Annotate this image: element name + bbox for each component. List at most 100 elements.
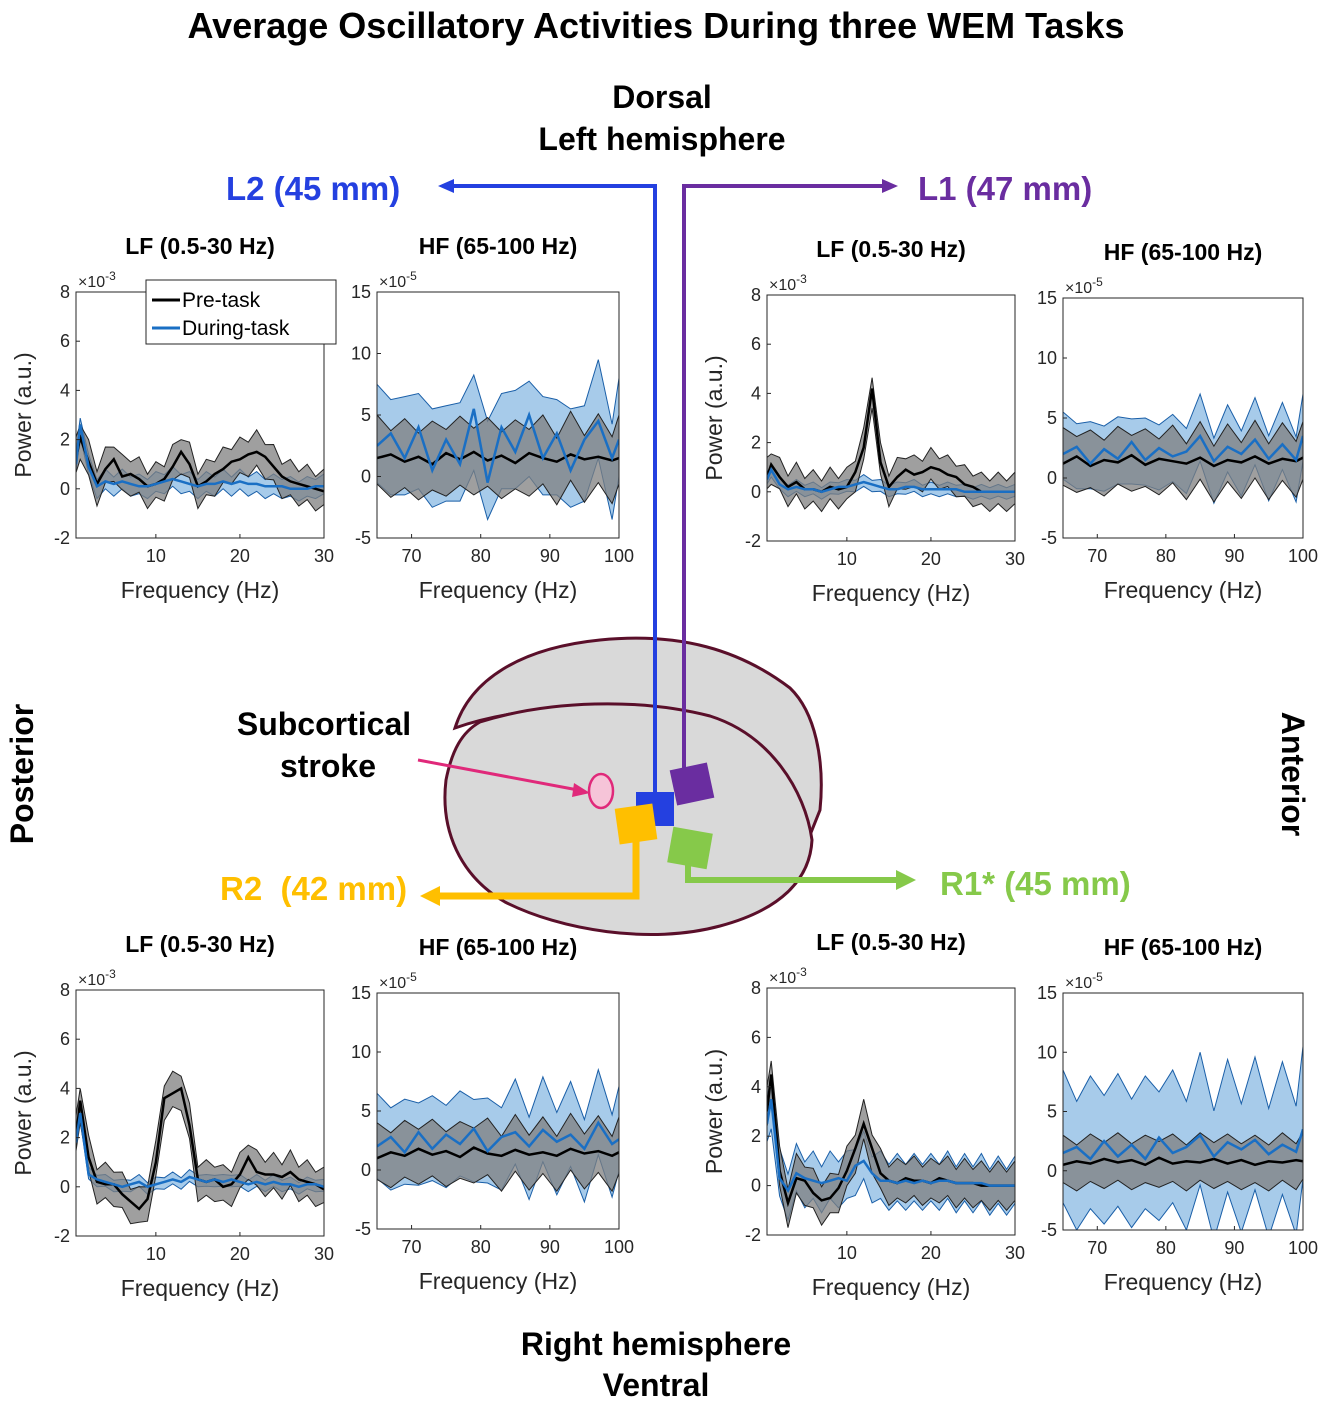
chart-R1-lf-ytick-label: 6: [751, 1027, 761, 1047]
connectors: [417, 179, 916, 906]
chart-L1-lf-band-pre: [767, 377, 1015, 513]
chart-R2-hf-band-pre: [377, 1112, 619, 1193]
chart-R1-hf-exponent-label: ×10-5: [1065, 970, 1103, 992]
label-right-hemisphere: Right hemisphere: [521, 1326, 791, 1362]
chart-L1-lf-series-group: [767, 377, 1015, 513]
chart-L2-hf-series-group: [377, 359, 619, 521]
chart-L2-lf-band-pre: [76, 423, 324, 512]
label-ventral: Ventral: [603, 1367, 710, 1403]
stroke-label-line2: stroke: [280, 748, 376, 784]
chart-L1-lf-ytick-label: 4: [751, 383, 761, 403]
chart-R2-lf-line-during: [76, 1112, 324, 1189]
chart-L1-hf-xlabel: Frequency (Hz): [1104, 577, 1262, 603]
arrowhead-L2: [438, 179, 454, 193]
chart-R2-lf-band-pre: [76, 1070, 324, 1225]
chart-L1-lf-line-during: [767, 466, 1015, 494]
arrowhead-stroke: [572, 783, 590, 797]
chart-R1-hf-series-group: [1063, 1046, 1303, 1230]
label-dorsal: Dorsal: [612, 79, 712, 115]
chart-R2-hf-ytick-label: 0: [361, 1160, 371, 1180]
chart-L1-hf-ytick-label: 15: [1037, 288, 1057, 308]
chart-L2-hf-ytick-label: -5: [355, 528, 371, 548]
chart-L2-hf-xtick-label: 70: [402, 546, 422, 566]
chart-L1-lf-ytick-label: 0: [751, 482, 761, 502]
chart-R1-hf-xlabel: Frequency (Hz): [1104, 1269, 1262, 1295]
chart-L2-lf-ytick-label: 6: [60, 331, 70, 351]
chart-L1-hf-plot-area: [1063, 298, 1303, 538]
chart-L2-lf: -2 0 2 4 6 8 10 20 30 ×10-3 LF (0.5-30 Hz) Frequenc…: [10, 233, 337, 603]
chart-L2-lf-xtick-label: 30: [314, 546, 334, 566]
chart-L1-hf-xtick-label: 90: [1224, 546, 1244, 566]
chart-R2-hf-xtick-label: 100: [604, 1237, 634, 1257]
chart-R1-lf-xtick-label: 30: [1005, 1243, 1025, 1263]
chart-R1-lf-exponent-power: -3: [796, 965, 807, 979]
chart-L1-hf-xtick-label: 70: [1087, 546, 1107, 566]
chart-R2-hf-title: HF (65-100 Hz): [419, 934, 577, 960]
region-label-R2: R2 (42 mm): [220, 870, 407, 907]
marker-L1: [669, 762, 715, 806]
chart-L1-lf-ytick-label: 6: [751, 334, 761, 354]
chart-R1-lf-ylabel: Power (a.u.): [701, 1049, 727, 1174]
region-label-R1: R1* (45 mm): [940, 865, 1131, 902]
chart-L2-lf-ylabel: Power (a.u.): [10, 352, 36, 477]
chart-L2-hf-ytick-label: 5: [361, 405, 371, 425]
legend-label-during: During-task: [182, 317, 290, 340]
chart-L2-hf-exponent-label: ×10-5: [379, 269, 417, 291]
chart-R1-hf-xtick-label: 90: [1224, 1238, 1244, 1258]
chart-R1-lf-xtick-label: 20: [921, 1243, 941, 1263]
chart-R1-hf-ytick-label: 10: [1037, 1042, 1057, 1062]
connector-stroke: [417, 758, 579, 792]
label-anterior: Anterior: [1275, 712, 1311, 836]
chart-L1-lf-exponent-label: ×10-3: [769, 272, 807, 294]
chart-R2-lf-ytick-label: 8: [60, 980, 70, 1000]
chart-R1-hf: -5 0 5 10 15 70 80 90 100 ×10-5HF (65-100 Hz) Freq…: [1037, 934, 1318, 1295]
chart-R2-hf-series-group: [377, 1067, 619, 1204]
legend-box: [145, 279, 337, 345]
chart-L2-lf-line-during: [76, 424, 324, 491]
stroke-lesion-marker: [587, 772, 615, 810]
chart-L2-lf-ytick-label: 0: [60, 479, 70, 499]
chart-R1-lf-ytick-label: -2: [745, 1225, 761, 1245]
legend-label-pre: Pre-task: [182, 289, 261, 312]
chart-R2-lf-ylabel: Power (a.u.): [10, 1050, 36, 1175]
chart-R2-hf-ytick-label: -5: [355, 1219, 371, 1239]
chart-R2-lf-ytick-label: 4: [60, 1078, 70, 1098]
chart-L1-lf-xtick-label: 30: [1005, 549, 1025, 569]
chart-L2-lf-title: LF (0.5-30 Hz): [125, 233, 275, 259]
chart-R2-lf-xlabel: Frequency (Hz): [121, 1275, 279, 1301]
chart-L2-lf-exponent-power: -3: [105, 269, 116, 283]
electrode-markers: [587, 762, 715, 870]
chart-L1-lf-ytick-label: 2: [751, 433, 761, 453]
figure-title: Average Oscillatory Activities During th…: [188, 5, 1125, 46]
chart-L1-lf-ylabel: Power (a.u.): [701, 355, 727, 480]
chart-L2-hf-ytick-label: 0: [361, 467, 371, 487]
chart-L2-hf-line-during: [377, 408, 619, 483]
chart-L2-hf-title: HF (65-100 Hz): [419, 233, 577, 259]
chart-L1-hf-exponent-power: -5: [1092, 275, 1103, 289]
chart-R2-lf-ytick-label: 2: [60, 1128, 70, 1148]
marker-R2: [614, 803, 658, 845]
chart-L2-lf-ytick-label: 2: [60, 430, 70, 450]
chart-R2-hf-exponent-power: -5: [406, 970, 417, 984]
chart-R2-hf-xtick-label: 70: [402, 1237, 422, 1257]
chart-R2-hf-xtick-label: 90: [540, 1237, 560, 1257]
chart-R2-lf-exponent-label: ×10-3: [78, 967, 116, 989]
chart-L2-lf-xlabel: Frequency (Hz): [121, 577, 279, 603]
chart-R2-lf-ytick-label: 6: [60, 1029, 70, 1049]
arrowhead-R2: [420, 886, 440, 906]
chart-R2-lf: -2 0 2 4 6 8 10 20 30 ×10-3 LF (0.5-30 Hz) Frequenc…: [10, 931, 334, 1301]
chart-R1-hf-line-during: [1063, 1128, 1303, 1161]
chart-R2-hf-ytick-label: 10: [351, 1042, 371, 1062]
chart-R1-hf-ytick-label: 0: [1047, 1161, 1057, 1181]
arrowhead-L1: [882, 179, 898, 193]
chart-R2-hf-exponent-label: ×10-5: [379, 970, 417, 992]
region-label-L1: L1 (47 mm): [918, 170, 1092, 207]
chart-R2-lf-frame: [75, 989, 325, 1237]
chart-R1-hf-xtick-label: 100: [1288, 1238, 1318, 1258]
chart-R2-hf: -5 0 5 10 15 70 80 90 100 ×10-5HF (65-100 Hz) Freq…: [351, 934, 634, 1294]
chart-L2-lf-exponent-label: ×10-3: [78, 269, 116, 291]
connector-R2: [436, 835, 640, 900]
